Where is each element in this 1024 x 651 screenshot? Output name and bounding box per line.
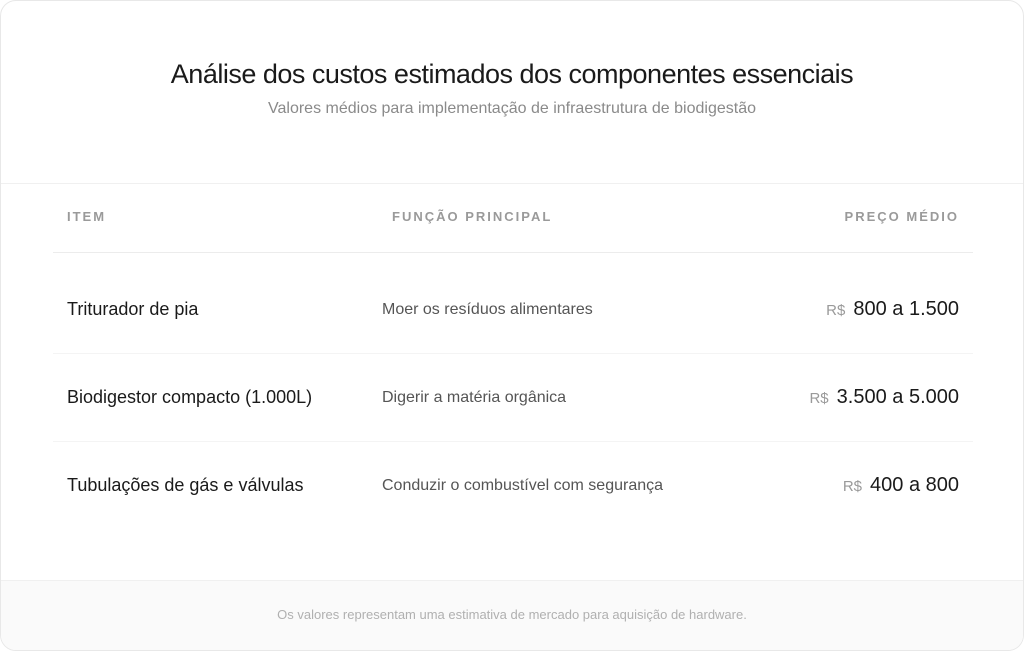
page-subtitle: Valores médios para implementação de inf…	[268, 100, 756, 117]
footer-note: Os valores representam uma estimativa de…	[1, 580, 1023, 650]
currency-label: R$	[826, 302, 846, 319]
price-value: 400 a 800	[870, 474, 959, 496]
column-header-price: PREÇO MÉDIO	[844, 209, 959, 224]
item-name: Biodigestor compacto (1.000L)	[67, 387, 313, 407]
item-price: R$ 800 a 1.500	[826, 298, 959, 321]
page-title: Análise dos custos estimados dos compone…	[170, 59, 854, 89]
table-header: ITEM FUNÇÃO PRINCIPAL PREÇO MÉDIO	[53, 185, 973, 253]
table-row: Biodigestor compacto (1.000L) Digerir a …	[53, 354, 973, 442]
price-value: 800 a 1.500	[853, 298, 959, 320]
item-function: Moer os resíduos alimentares	[382, 301, 593, 318]
item-name: Triturador de pia	[67, 299, 199, 319]
card-header: Análise dos custos estimados dos compone…	[1, 1, 1023, 184]
column-header-function: FUNÇÃO PRINCIPAL	[392, 209, 553, 224]
currency-label: R$	[842, 478, 863, 495]
item-function: Digerir a matéria orgânica	[382, 389, 567, 406]
column-header-item: ITEM	[67, 209, 107, 224]
item-name: Tubulações de gás e válvulas	[67, 475, 304, 495]
item-price: R$ 3.500 a 5.000	[809, 386, 959, 409]
table-row: Triturador de pia Moer os resíduos alime…	[53, 266, 973, 354]
table-row: Tubulações de gás e válvulas Conduzir o …	[53, 442, 973, 530]
price-value: 3.500 a 5.000	[836, 386, 959, 408]
item-function: Conduzir o combustível com segurança	[382, 477, 664, 494]
item-price: R$ 400 a 800	[843, 474, 959, 497]
currency-label: R$	[809, 390, 829, 407]
